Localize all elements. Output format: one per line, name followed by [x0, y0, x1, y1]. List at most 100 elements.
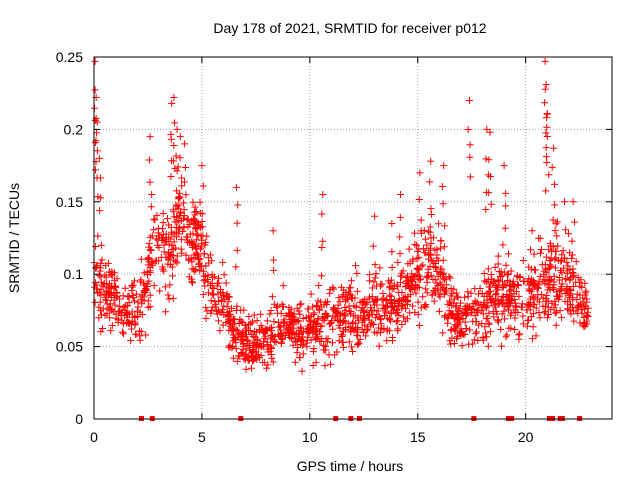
x-tick-label: 15	[410, 429, 426, 445]
data-point	[546, 256, 554, 264]
data-point	[404, 292, 412, 300]
data-point	[348, 277, 356, 285]
data-point	[424, 265, 432, 273]
data-point	[542, 253, 550, 261]
data-point	[423, 278, 431, 286]
data-point	[529, 335, 537, 343]
data-point	[380, 325, 388, 333]
data-point	[144, 297, 152, 305]
data-point	[466, 96, 474, 104]
data-point	[372, 296, 380, 304]
data-point	[245, 312, 253, 320]
data-point	[440, 162, 448, 170]
data-point	[112, 293, 120, 301]
data-point	[400, 294, 408, 302]
data-point	[569, 198, 577, 206]
data-point	[226, 317, 234, 325]
data-point	[441, 276, 449, 284]
data-point	[501, 315, 509, 323]
data-point	[423, 272, 431, 280]
data-point	[411, 240, 419, 248]
data-point	[440, 290, 448, 298]
data-point	[239, 318, 247, 326]
data-point	[333, 308, 341, 316]
data-point	[487, 271, 495, 279]
data-point	[229, 354, 237, 362]
data-point	[258, 343, 266, 351]
data-point	[253, 317, 261, 325]
data-point	[338, 333, 346, 341]
data-point	[162, 237, 170, 245]
x-axis-ticks: 0 5 10 15 20	[90, 57, 534, 445]
data-point	[474, 337, 482, 345]
data-point	[188, 243, 196, 251]
data-point	[98, 256, 106, 264]
data-point	[194, 250, 202, 258]
data-point	[137, 255, 145, 263]
data-point	[479, 310, 487, 318]
data-point	[148, 190, 156, 198]
data-point	[310, 310, 318, 318]
data-point	[404, 260, 412, 268]
data-point	[556, 293, 564, 301]
data-point	[559, 247, 567, 255]
data-point	[160, 241, 168, 249]
data-point	[267, 344, 275, 352]
data-point	[204, 289, 212, 297]
data-point	[345, 338, 353, 346]
data-point	[294, 344, 302, 352]
data-point	[472, 318, 480, 326]
data-point	[371, 261, 379, 269]
data-point	[295, 317, 303, 325]
data-point	[383, 337, 391, 345]
data-point	[137, 328, 145, 336]
data-point	[568, 251, 576, 259]
data-point	[398, 288, 406, 296]
data-point	[160, 248, 168, 256]
data-point	[138, 291, 146, 299]
data-point	[427, 244, 435, 252]
data-point	[97, 241, 105, 249]
data-point	[395, 312, 403, 320]
data-point	[257, 342, 265, 350]
data-point	[267, 307, 275, 315]
data-point	[507, 267, 515, 275]
data-point	[486, 173, 494, 181]
data-point	[404, 272, 412, 280]
data-point	[561, 198, 569, 206]
data-point	[243, 324, 251, 332]
data-point	[199, 182, 207, 190]
data-point	[581, 289, 589, 297]
data-point	[337, 283, 345, 291]
data-point	[289, 341, 297, 349]
data-point	[208, 271, 216, 279]
data-point	[177, 217, 185, 225]
data-point	[453, 335, 461, 343]
data-point	[250, 311, 258, 319]
data-point	[173, 202, 181, 210]
data-point	[232, 306, 240, 314]
data-point	[360, 314, 368, 322]
data-point	[409, 255, 417, 263]
data-point	[321, 362, 329, 370]
data-point	[165, 254, 173, 262]
data-point	[450, 295, 458, 303]
data-point	[107, 306, 115, 314]
data-point	[307, 290, 315, 298]
data-point	[170, 94, 178, 102]
data-point	[91, 166, 99, 174]
data-point	[551, 297, 559, 305]
data-point	[167, 223, 175, 231]
data-point	[331, 314, 339, 322]
data-point	[269, 227, 277, 235]
data-point	[388, 300, 396, 308]
data-point	[393, 306, 401, 314]
data-point	[394, 283, 402, 291]
data-point	[322, 335, 330, 343]
data-point	[140, 269, 148, 277]
data-point	[493, 310, 501, 318]
data-point	[146, 246, 154, 254]
data-point	[233, 246, 241, 254]
data-point	[434, 272, 442, 280]
data-point	[502, 202, 510, 210]
